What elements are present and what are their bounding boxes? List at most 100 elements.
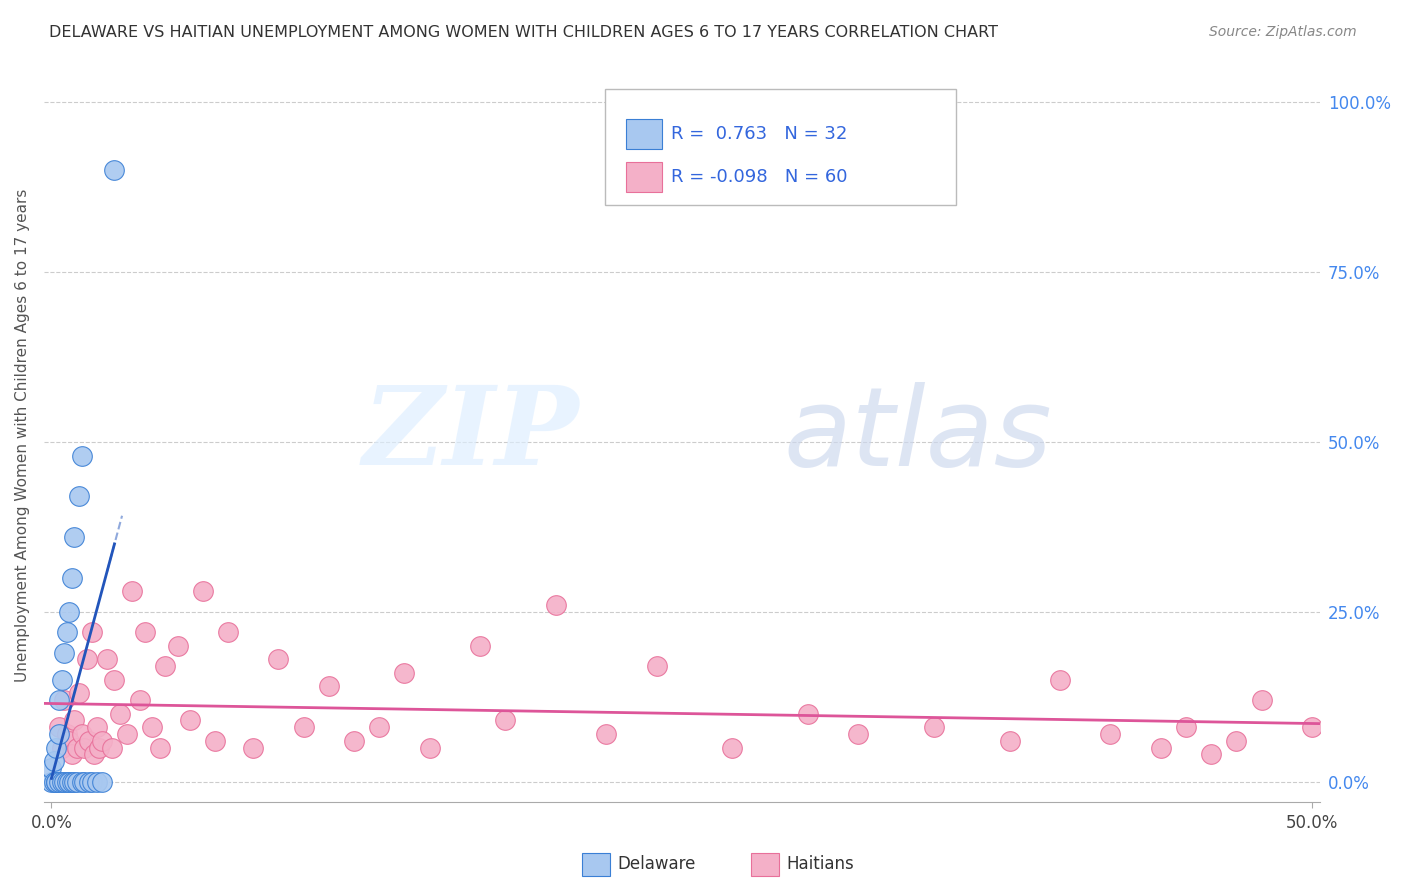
Point <box>153 659 176 673</box>
Text: R = -0.098   N = 60: R = -0.098 N = 60 <box>671 169 848 186</box>
Point <box>67 686 90 700</box>
Point <box>41 774 63 789</box>
Point <box>53 693 76 707</box>
Point <box>343 733 366 747</box>
Point <box>166 639 188 653</box>
Point <box>60 774 83 789</box>
Point <box>86 774 108 789</box>
Point <box>55 625 77 640</box>
Point <box>76 652 98 666</box>
Point <box>998 733 1021 747</box>
Point <box>48 727 70 741</box>
Point <box>77 733 100 747</box>
Point <box>121 584 143 599</box>
Point <box>55 774 77 789</box>
Point <box>96 652 118 666</box>
Point <box>1250 693 1272 707</box>
Point <box>90 733 112 747</box>
Point <box>86 720 108 734</box>
Point <box>45 774 67 789</box>
Point <box>544 598 567 612</box>
Point <box>60 747 83 762</box>
Point <box>1301 720 1323 734</box>
Point <box>1049 673 1071 687</box>
Point <box>204 733 226 747</box>
Point <box>1225 733 1247 747</box>
Point <box>77 774 100 789</box>
Point <box>1099 727 1122 741</box>
Point <box>67 489 90 503</box>
Point <box>494 714 516 728</box>
Point <box>101 740 124 755</box>
Point <box>134 625 156 640</box>
Point <box>419 740 441 755</box>
Point <box>1175 720 1198 734</box>
Point <box>242 740 264 755</box>
Point <box>80 625 103 640</box>
Point <box>394 665 416 680</box>
Text: DELAWARE VS HAITIAN UNEMPLOYMENT AMONG WOMEN WITH CHILDREN AGES 6 TO 17 YEARS CO: DELAWARE VS HAITIAN UNEMPLOYMENT AMONG W… <box>49 25 998 40</box>
Text: R =  0.763   N = 32: R = 0.763 N = 32 <box>671 126 846 144</box>
Point <box>83 747 105 762</box>
Point <box>58 774 80 789</box>
Point <box>128 693 150 707</box>
Point <box>51 740 73 755</box>
Point <box>48 774 70 789</box>
Point <box>292 720 315 734</box>
Point <box>149 740 172 755</box>
Point <box>73 740 96 755</box>
Point <box>1199 747 1222 762</box>
Point <box>1150 740 1173 755</box>
Point <box>42 774 65 789</box>
Point <box>45 774 67 789</box>
Point <box>51 774 73 789</box>
Point <box>90 774 112 789</box>
Point <box>179 714 201 728</box>
Point <box>103 673 125 687</box>
Point <box>60 571 83 585</box>
Point <box>721 740 744 755</box>
Point <box>267 652 290 666</box>
Point <box>368 720 391 734</box>
Text: atlas: atlas <box>783 382 1053 489</box>
Point <box>70 774 93 789</box>
Point <box>63 714 86 728</box>
Point <box>80 774 103 789</box>
Point <box>63 774 86 789</box>
Text: ZIP: ZIP <box>363 382 579 489</box>
Point <box>645 659 668 673</box>
Point <box>58 733 80 747</box>
Point <box>89 740 111 755</box>
Point <box>108 706 131 721</box>
Point <box>70 727 93 741</box>
Point <box>66 740 89 755</box>
Point <box>318 680 340 694</box>
Point <box>45 740 67 755</box>
Point <box>53 646 76 660</box>
Point <box>53 774 76 789</box>
Point <box>48 720 70 734</box>
Point <box>468 639 491 653</box>
Point <box>73 774 96 789</box>
Text: Haitians: Haitians <box>786 855 853 873</box>
Point <box>66 774 89 789</box>
Point <box>103 163 125 178</box>
Point <box>141 720 163 734</box>
Point <box>42 754 65 768</box>
Point <box>115 727 138 741</box>
Point <box>41 761 63 775</box>
Point <box>55 727 77 741</box>
Point <box>48 693 70 707</box>
Point <box>70 449 93 463</box>
Text: Delaware: Delaware <box>617 855 696 873</box>
Point <box>63 530 86 544</box>
Text: Source: ZipAtlas.com: Source: ZipAtlas.com <box>1209 25 1357 39</box>
Point <box>846 727 869 741</box>
Point <box>191 584 214 599</box>
Point <box>797 706 820 721</box>
Point <box>58 605 80 619</box>
Point <box>595 727 617 741</box>
Point <box>922 720 945 734</box>
Point <box>217 625 239 640</box>
Point <box>51 673 73 687</box>
